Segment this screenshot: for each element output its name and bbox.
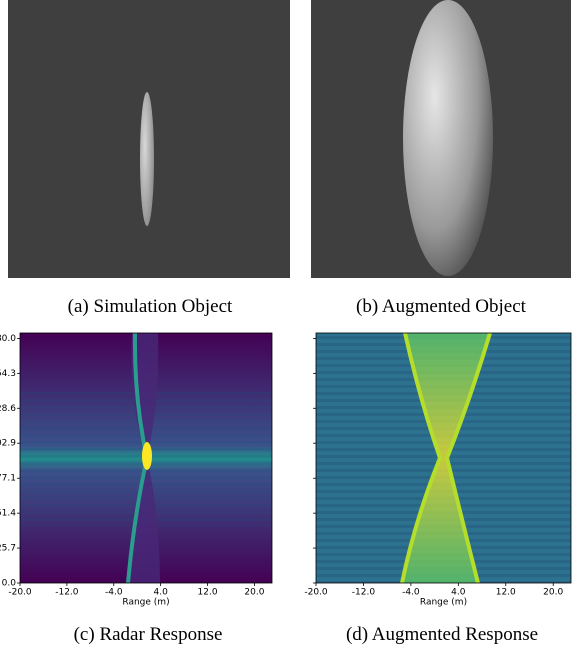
- y-tick-label: 51.4: [0, 509, 16, 519]
- y-tick-label: 0.0: [2, 579, 17, 589]
- caption: (b) Augmented Object: [356, 296, 527, 317]
- y-tick-label: 77.1: [0, 474, 16, 484]
- y-tick-label: 154.3: [0, 369, 16, 379]
- x-tick-label: -4.0: [402, 588, 420, 598]
- caption: (c) Radar Response: [74, 624, 223, 645]
- y-tick-label: 128.6: [0, 404, 16, 414]
- x-tick-label: 20.0: [244, 588, 264, 598]
- x-tick-label: 12.0: [198, 588, 218, 598]
- x-tick-label: 12.0: [496, 588, 516, 598]
- x-tick-label: -20.0: [304, 588, 328, 598]
- y-tick-label: 102.9: [0, 439, 16, 449]
- x-tick-label: 20.0: [543, 588, 563, 598]
- x-tick-label: -12.0: [352, 588, 376, 598]
- caption: (d) Augmented Response: [346, 624, 538, 645]
- plot-frame: [315, 332, 572, 584]
- x-tick-label: -4.0: [105, 588, 123, 598]
- heatmap-d: [316, 333, 571, 583]
- x-tick-label: 4.0: [153, 588, 168, 598]
- x-tick-label: 4.0: [451, 588, 466, 598]
- object-a: [140, 92, 154, 226]
- x-axis-label: Range (m): [122, 598, 169, 608]
- caption: (a) Simulation Object: [68, 296, 233, 317]
- object-b: [403, 0, 493, 276]
- plot-frame: [19, 332, 273, 584]
- x-tick-label: -20.0: [8, 588, 32, 598]
- heatmap-c: [20, 333, 272, 583]
- y-tick-label: 180.0: [0, 334, 16, 344]
- x-tick-label: -12.0: [55, 588, 79, 598]
- y-tick-label: 25.7: [0, 544, 16, 554]
- x-axis-label: Range (m): [420, 598, 467, 608]
